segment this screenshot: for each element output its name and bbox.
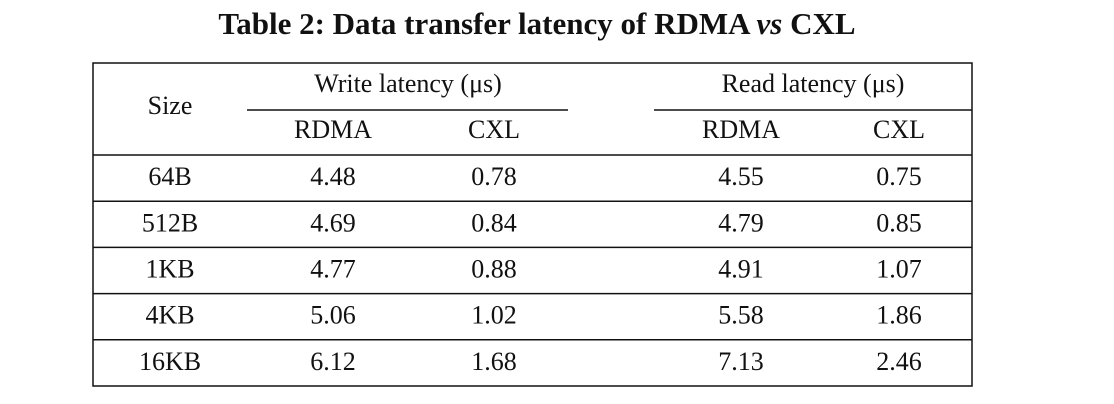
row-label: 16KB	[139, 347, 201, 376]
cell-value: 1.02	[471, 301, 517, 330]
group-header: Read latency (μs)	[722, 69, 905, 98]
row-label: 64B	[148, 162, 191, 191]
column-header: RDMA	[294, 115, 372, 144]
caption: Table 2: Data transfer latency of RDMA v…	[218, 6, 855, 41]
cell-value: 5.58	[718, 301, 764, 330]
row-label: 512B	[142, 208, 198, 237]
cell-value: 4.77	[310, 254, 356, 283]
cell-value: 7.13	[718, 347, 764, 376]
column-header: CXL	[468, 115, 520, 144]
caption-label: Table 2: Data transfer latency of RDMA	[218, 6, 751, 41]
cell-value: 4.69	[310, 208, 356, 237]
cell-value: 4.48	[310, 162, 356, 191]
cell-value: 0.85	[876, 208, 922, 237]
cell-value: 1.07	[876, 254, 922, 283]
group-header: Write latency (μs)	[314, 69, 502, 98]
cell-value: 0.75	[876, 162, 922, 191]
cell-value: 1.68	[471, 347, 517, 376]
table-border	[92, 62, 973, 387]
cell-value: 4.79	[718, 208, 764, 237]
cell-value: 6.12	[310, 347, 356, 376]
cell-value: 0.84	[471, 208, 517, 237]
caption-emphasis: vs	[757, 6, 783, 41]
cell-value: 5.06	[310, 301, 356, 330]
cell-value: 0.88	[471, 254, 517, 283]
cell-value: 0.78	[471, 162, 517, 191]
column-header: CXL	[873, 115, 925, 144]
cell-value: 2.46	[876, 347, 922, 376]
column-header: RDMA	[702, 115, 780, 144]
size-header: Size	[148, 91, 193, 120]
row-label: 1KB	[145, 254, 194, 283]
cell-value: 1.86	[876, 301, 922, 330]
cell-value: 4.91	[718, 254, 764, 283]
cell-value: 4.55	[718, 162, 764, 191]
caption-tail: CXL	[790, 6, 855, 41]
row-label: 4KB	[145, 301, 194, 330]
